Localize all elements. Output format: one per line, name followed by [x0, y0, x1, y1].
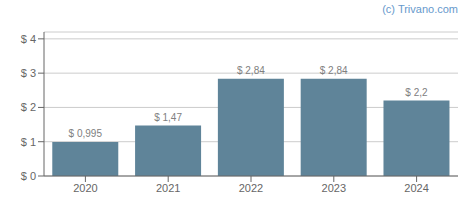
svg-text:$ 2,2: $ 2,2 — [405, 87, 428, 98]
svg-text:$ 3: $ 3 — [21, 67, 36, 79]
svg-text:$ 1: $ 1 — [21, 136, 36, 148]
svg-text:$ 2,84: $ 2,84 — [237, 65, 265, 76]
svg-text:$ 2: $ 2 — [21, 101, 36, 113]
svg-text:$ 0,995: $ 0,995 — [69, 128, 103, 139]
svg-text:2022: 2022 — [239, 182, 263, 194]
svg-text:2024: 2024 — [404, 182, 428, 194]
svg-text:$ 0: $ 0 — [21, 170, 36, 182]
html-text:(c) Trivano.com: (c) Trivano.com — [382, 3, 458, 15]
svg-text:$ 2,84: $ 2,84 — [320, 65, 348, 76]
svg-text:$ 1,47: $ 1,47 — [154, 112, 182, 123]
svg-text:2021: 2021 — [156, 182, 180, 194]
svg-text:2023: 2023 — [322, 182, 346, 194]
svg-text:2020: 2020 — [73, 182, 97, 194]
svg-text:$ 4: $ 4 — [21, 33, 36, 45]
